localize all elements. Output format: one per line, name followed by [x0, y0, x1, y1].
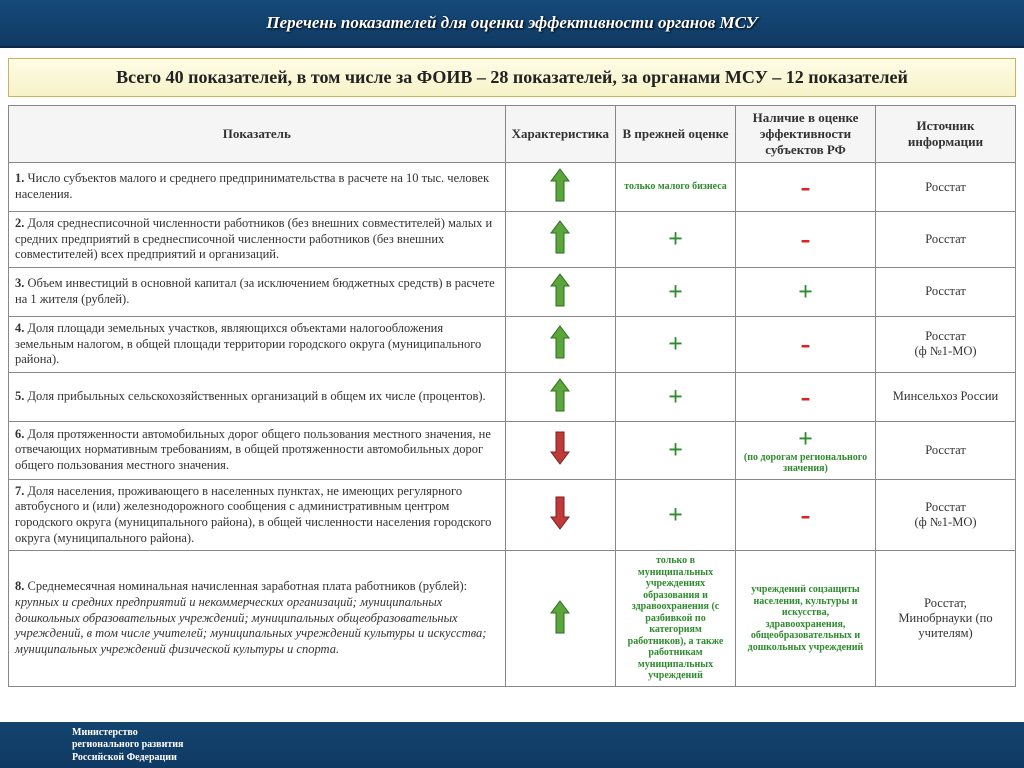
arrow-up-icon — [505, 551, 615, 687]
arrow-up-icon — [505, 267, 615, 316]
col-indicator: Показатель — [9, 106, 506, 163]
previous-cell: + — [616, 372, 736, 421]
previous-cell: + — [616, 267, 736, 316]
subjects-cell: +(по дорогам регионального значения) — [736, 421, 876, 479]
subjects-cell: - — [736, 372, 876, 421]
previous-cell: + — [616, 421, 736, 479]
footer-line2: регионального развития — [72, 739, 183, 752]
indicator-cell: 1. Число субъектов малого и среднего пре… — [9, 163, 506, 212]
indicator-cell: 2. Доля среднесписочной численности рабо… — [9, 212, 506, 268]
table-row: 4. Доля площади земельных участков, явля… — [9, 316, 1016, 372]
indicator-cell: 3. Объем инвестиций в основной капитал (… — [9, 267, 506, 316]
subjects-cell: - — [736, 163, 876, 212]
previous-cell: + — [616, 316, 736, 372]
source-cell: Росстат — [876, 163, 1016, 212]
col-subjects: Наличие в оценке эффективности субъектов… — [736, 106, 876, 163]
source-cell: Росстат,Минобрнауки (по учителям) — [876, 551, 1016, 687]
indicator-cell: 7. Доля населения, проживающего в населе… — [9, 479, 506, 551]
table-header-row: Показатель Характеристика В прежней оцен… — [9, 106, 1016, 163]
table-row: 7. Доля населения, проживающего в населе… — [9, 479, 1016, 551]
subjects-cell: учреждений соцзащиты населения, культуры… — [736, 551, 876, 687]
indicator-cell: 6. Доля протяженности автомобильных доро… — [9, 421, 506, 479]
table-row: 8. Среднемесячная номинальная начисленна… — [9, 551, 1016, 687]
source-cell: Росстат(ф №1-МО) — [876, 479, 1016, 551]
arrow-up-icon — [505, 316, 615, 372]
source-cell: Росстат — [876, 267, 1016, 316]
subjects-cell: + — [736, 267, 876, 316]
footer-line3: Российской Федерации — [72, 752, 183, 765]
previous-cell: только малого бизнеса — [616, 163, 736, 212]
col-characteristic: Характеристика — [505, 106, 615, 163]
arrow-up-icon — [505, 163, 615, 212]
footer-line1: Министерство — [72, 727, 183, 740]
col-previous: В прежней оценке — [616, 106, 736, 163]
source-cell: Росстат — [876, 421, 1016, 479]
table-row: 1. Число субъектов малого и среднего пре… — [9, 163, 1016, 212]
summary-banner: Всего 40 показателей, в том числе за ФОИ… — [8, 58, 1016, 97]
arrow-down-icon — [505, 421, 615, 479]
subjects-cell: - — [736, 212, 876, 268]
source-cell: Росстат — [876, 212, 1016, 268]
source-cell: Росстат(ф №1-МО) — [876, 316, 1016, 372]
subjects-cell: - — [736, 479, 876, 551]
source-cell: Минсельхоз России — [876, 372, 1016, 421]
previous-cell: только в муниципальных учреждениях образ… — [616, 551, 736, 687]
subjects-cell: - — [736, 316, 876, 372]
table-row: 5. Доля прибыльных сельскохозяйственных … — [9, 372, 1016, 421]
previous-cell: + — [616, 479, 736, 551]
indicator-cell: 4. Доля площади земельных участков, явля… — [9, 316, 506, 372]
arrow-up-icon — [505, 212, 615, 268]
page-title: Перечень показателей для оценки эффектив… — [266, 13, 757, 33]
previous-cell: + — [616, 212, 736, 268]
indicator-cell: 5. Доля прибыльных сельскохозяйственных … — [9, 372, 506, 421]
footer-ministry: Министерство регионального развития Росс… — [72, 727, 183, 765]
header-bar: Перечень показателей для оценки эффектив… — [0, 0, 1024, 48]
indicator-cell: 8. Среднемесячная номинальная начисленна… — [9, 551, 506, 687]
arrow-down-icon — [505, 479, 615, 551]
table-row: 2. Доля среднесписочной численности рабо… — [9, 212, 1016, 268]
table-row: 6. Доля протяженности автомобильных доро… — [9, 421, 1016, 479]
col-source: Источник информации — [876, 106, 1016, 163]
indicators-table: Показатель Характеристика В прежней оцен… — [8, 105, 1016, 687]
table-row: 3. Объем инвестиций в основной капитал (… — [9, 267, 1016, 316]
arrow-up-icon — [505, 372, 615, 421]
